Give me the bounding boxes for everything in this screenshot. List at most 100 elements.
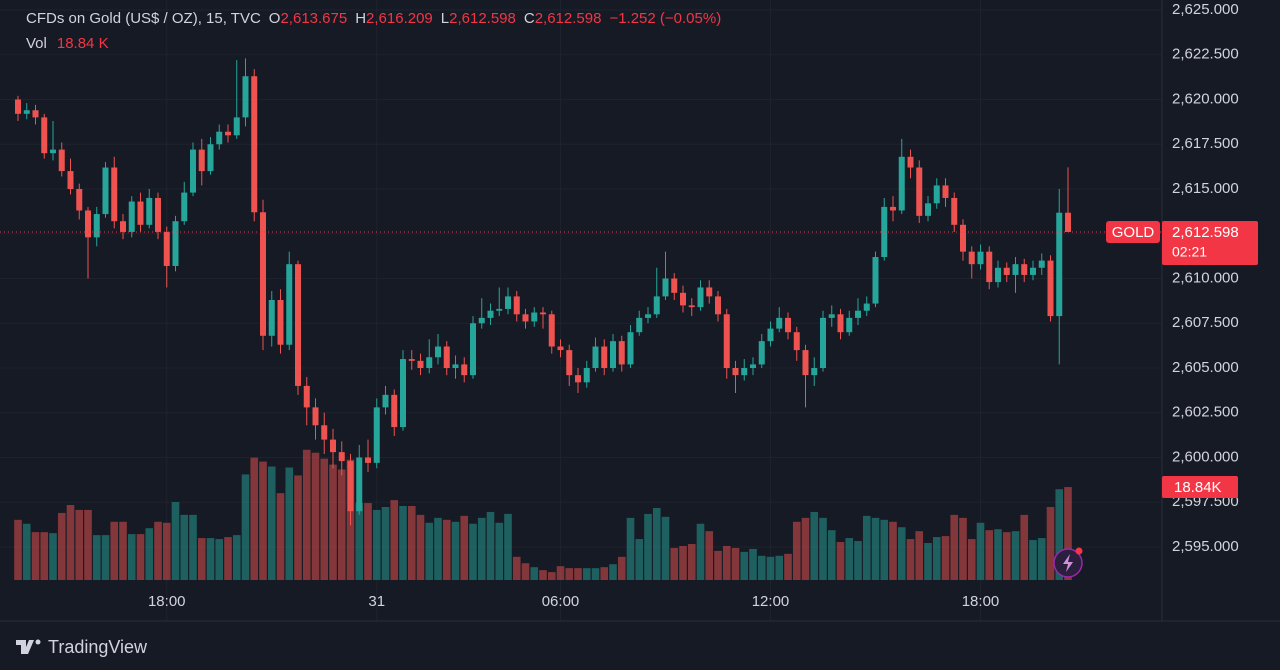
candle-body — [680, 292, 686, 306]
candle-body — [1065, 212, 1071, 232]
volume-bar — [232, 535, 241, 580]
candle-body — [1003, 267, 1010, 275]
volume-bar — [959, 517, 967, 580]
candle-body — [750, 364, 756, 368]
h-label: H — [355, 10, 366, 27]
candle-body — [618, 341, 625, 365]
o-value: 2,613.675 — [280, 10, 347, 27]
brand-name: TradingView — [48, 637, 148, 657]
volume-bar — [556, 566, 565, 580]
x-tick-label: 18:00 — [148, 593, 186, 610]
candle-body — [23, 110, 30, 114]
y-tick-label: 2,610.000 — [1172, 269, 1239, 286]
symbol-badge — [1106, 220, 1160, 243]
volume-bar — [119, 521, 127, 580]
candle-body — [15, 99, 21, 114]
candle-body — [408, 359, 415, 361]
x-tick-label: 06:00 — [542, 593, 580, 610]
volume-bar — [644, 513, 652, 580]
candle-body — [688, 305, 695, 308]
volume-bar — [241, 474, 250, 580]
candle-body — [365, 457, 371, 463]
volume-bar — [836, 542, 845, 580]
volume-bar — [521, 563, 530, 580]
candle-body — [1012, 264, 1019, 275]
volume-bar — [871, 517, 880, 580]
volume-bar — [897, 527, 906, 580]
candle-body — [846, 317, 853, 333]
candle-body — [330, 439, 336, 453]
candle-body — [863, 303, 870, 311]
c-label: C — [524, 10, 535, 27]
candle-body — [627, 332, 634, 365]
volume-bar — [932, 537, 941, 580]
volume-bar — [749, 548, 757, 580]
candle-body — [732, 368, 739, 376]
candle-body — [505, 296, 511, 309]
candle-body — [216, 131, 223, 145]
volume-bar — [145, 528, 154, 580]
candle-body — [837, 314, 844, 333]
candle-body — [496, 308, 503, 311]
candle-body — [828, 314, 835, 318]
candle-body — [443, 346, 450, 368]
volume-bar — [49, 533, 57, 580]
candle-body — [470, 323, 476, 376]
countdown-text: 02:21 — [1172, 244, 1207, 260]
volume-bar — [460, 515, 469, 580]
volume-bar — [924, 543, 932, 580]
candle-body — [995, 267, 1001, 283]
volume-bar — [714, 550, 722, 580]
candle-body — [487, 310, 494, 318]
candle-body — [338, 452, 345, 462]
logo-dot — [35, 639, 41, 645]
volume-bar — [75, 509, 84, 580]
candle-body — [1030, 267, 1036, 275]
volume-bar — [311, 452, 320, 580]
candle-body — [295, 264, 301, 386]
volume-bar — [486, 511, 495, 580]
candle-body — [50, 149, 56, 154]
volume-bar — [722, 545, 731, 580]
volume-bar — [1029, 540, 1037, 580]
candle-body — [67, 171, 74, 189]
candle-body — [242, 76, 249, 118]
candle-body — [785, 317, 791, 333]
volume-bar — [582, 568, 591, 580]
candle-body — [111, 167, 118, 222]
volume-bar — [985, 530, 994, 580]
volume-bar — [652, 507, 661, 580]
candle-body — [758, 341, 765, 365]
volume-bar — [477, 517, 486, 580]
candle-body — [767, 328, 774, 342]
symbol-badge-text: GOLD — [1112, 224, 1155, 241]
y-tick-label: 2,607.500 — [1172, 314, 1239, 331]
volume-bar — [267, 466, 276, 580]
candle-body — [513, 296, 520, 315]
volume-bar — [40, 532, 49, 580]
candle-body — [207, 144, 214, 172]
volume-bar — [355, 503, 364, 580]
candle-body — [610, 341, 616, 368]
alert-icon[interactable] — [1053, 547, 1083, 578]
candle-body — [697, 287, 704, 308]
volume-bar — [197, 538, 206, 580]
volume-bar — [364, 503, 372, 580]
alert-dot — [1075, 547, 1083, 555]
volume-bar — [495, 522, 504, 580]
candle-body — [855, 310, 861, 318]
candle-body — [601, 346, 608, 368]
volume-badge — [1162, 476, 1238, 499]
vol-value: 18.84 K — [57, 35, 109, 52]
candle-body — [426, 357, 433, 368]
candle-body — [671, 278, 678, 293]
volume-bar — [337, 469, 346, 580]
volume-bar — [635, 539, 644, 580]
candle-body — [960, 224, 966, 252]
volume-bar — [609, 564, 617, 580]
volume-bar — [670, 547, 679, 580]
volume-bar — [661, 516, 670, 580]
volume-bar — [215, 539, 224, 580]
